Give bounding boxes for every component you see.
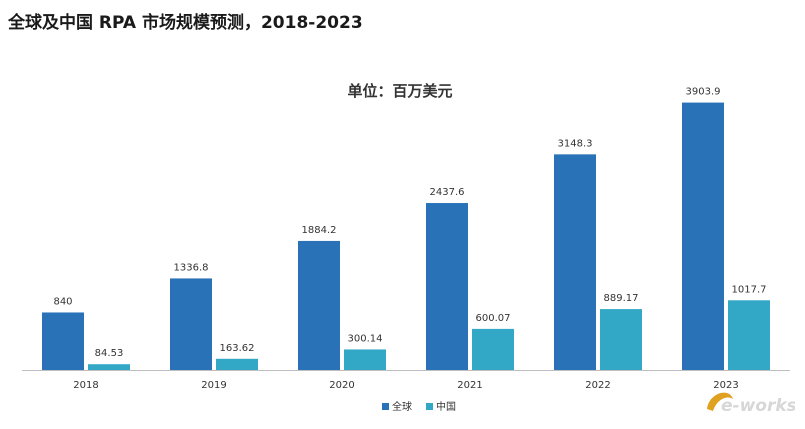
data-label-global-2022: 3148.3 — [558, 138, 593, 149]
bar-china-2021 — [472, 328, 514, 370]
bar-china-2022 — [600, 309, 642, 370]
x-tick-labels-layer: 2018 2019 2020 2021 2022 2023 — [73, 380, 738, 391]
bar-global-2022 — [554, 154, 596, 370]
legend-label-china: 中国 — [436, 400, 456, 413]
data-label-global-2019: 1336.8 — [174, 262, 209, 273]
bars-layer — [42, 102, 770, 370]
x-tick-label-2018: 2018 — [73, 380, 98, 391]
x-tick-label-2019: 2019 — [201, 380, 226, 391]
x-tick-label-2020: 2020 — [329, 380, 354, 391]
bar-global-2018 — [42, 312, 84, 370]
legend: 全球 中国 — [382, 400, 456, 413]
bar-global-2021 — [426, 203, 468, 370]
page-title: 全球及中国 RPA 市场规模预测，2018-2023 — [8, 13, 363, 33]
data-label-china-2020: 300.14 — [348, 333, 383, 344]
data-label-global-2018: 840 — [53, 296, 72, 307]
data-label-global-2020: 1884.2 — [302, 225, 337, 236]
data-labels-layer: 840 84.53 1336.8 163.62 1884.2 300.14 2437.6 60… — [53, 87, 766, 360]
x-tick-label-2023: 2023 — [713, 380, 738, 391]
bar-global-2020 — [298, 240, 340, 370]
data-label-china-2021: 600.07 — [476, 313, 511, 324]
bar-china-2020 — [344, 349, 386, 370]
data-label-china-2019: 163.62 — [220, 343, 255, 354]
data-label-china-2022: 889.17 — [604, 293, 639, 304]
data-label-china-2023: 1017.7 — [732, 284, 767, 295]
legend-swatch-global — [382, 403, 389, 410]
bar-china-2018 — [88, 364, 130, 370]
watermark-swoosh-icon — [707, 392, 733, 411]
data-label-china-2018: 84.53 — [95, 348, 124, 359]
bar-global-2023 — [682, 102, 724, 370]
data-label-global-2021: 2437.6 — [430, 187, 465, 198]
legend-swatch-china — [426, 403, 433, 410]
legend-label-global: 全球 — [392, 400, 412, 413]
bar-china-2019 — [216, 358, 258, 370]
x-tick-label-2022: 2022 — [585, 380, 610, 391]
bar-global-2019 — [170, 278, 212, 370]
watermark-logo: e-works — [699, 383, 797, 419]
bar-china-2023 — [728, 300, 770, 370]
x-tick-label-2021: 2021 — [457, 380, 482, 391]
data-label-global-2023: 3903.9 — [686, 87, 721, 98]
chart-subtitle: 单位：百万美元 — [347, 82, 452, 100]
watermark-text: e-works — [721, 396, 795, 416]
